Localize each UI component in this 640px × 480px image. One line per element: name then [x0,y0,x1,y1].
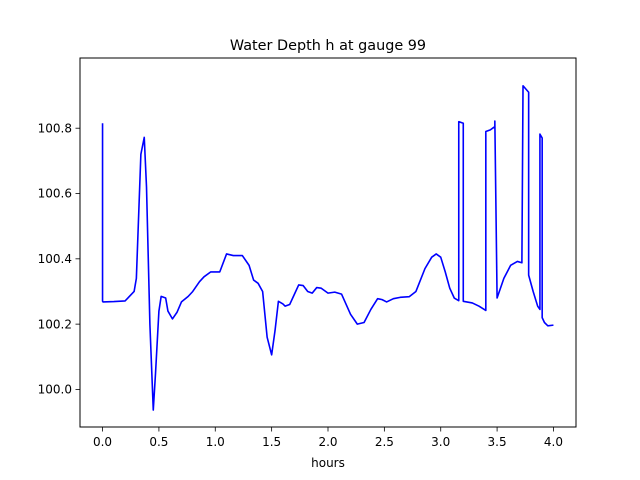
x-tick-label: 2.5 [375,435,394,449]
x-axis-label: hours [311,456,345,470]
y-tick-label: 100.2 [38,317,72,331]
x-tick-label: 2.0 [318,435,337,449]
x-axis-ticks: 0.0 0.5 1.0 1.5 2.0 2.5 3.0 3.5 4.0 [93,427,563,449]
x-tick-label: 1.0 [206,435,225,449]
plot-line-layer [101,84,554,411]
y-tick-label: 100.8 [38,121,72,135]
y-axis-ticks: 100.0 100.2 100.4 100.6 100.8 [38,121,80,397]
x-tick-label: 0.5 [149,435,168,449]
y-tick-label: 100.0 [38,383,72,397]
y-tick-label: 100.6 [38,187,72,201]
series-line-0 [101,84,554,411]
x-tick-label: 3.5 [488,435,507,449]
x-tick-label: 3.0 [431,435,450,449]
x-tick-label: 4.0 [544,435,563,449]
y-tick-label: 100.4 [38,252,72,266]
chart-title: Water Depth h at gauge 99 [230,38,426,54]
x-tick-label: 0.0 [93,435,112,449]
x-tick-label: 1.5 [262,435,281,449]
